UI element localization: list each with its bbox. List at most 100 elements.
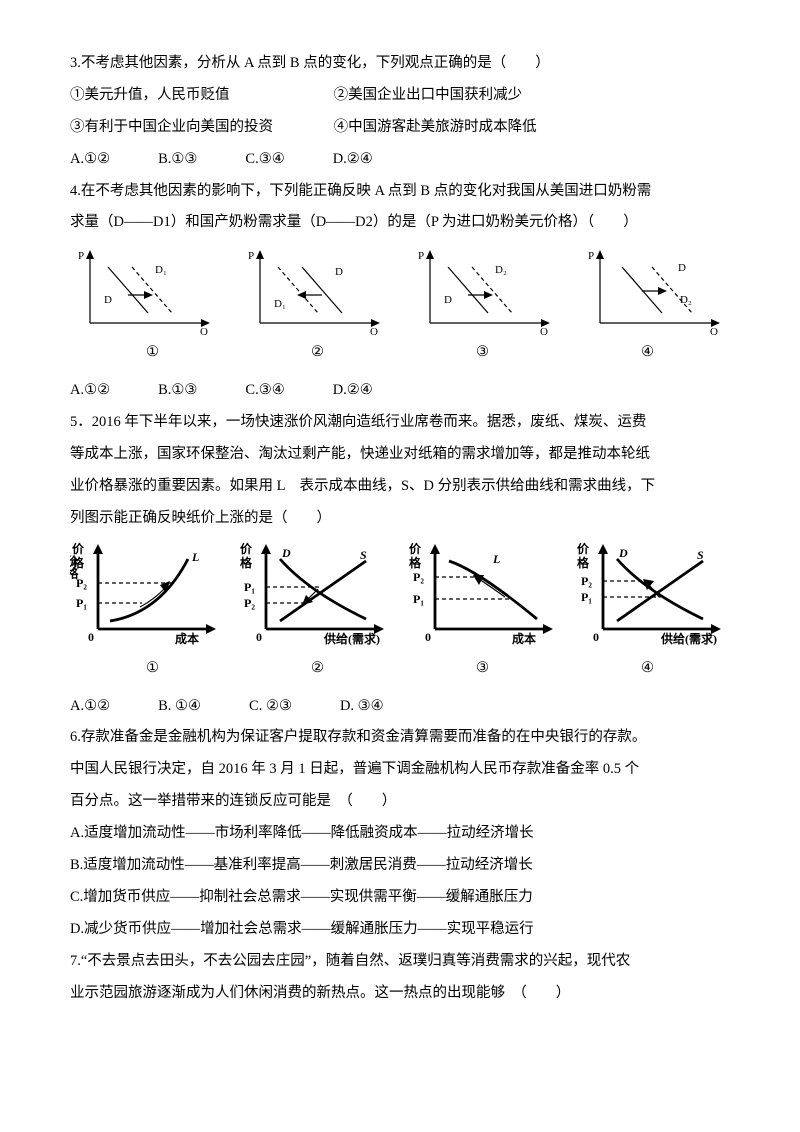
q4-opt-a[interactable]: A.①②: [70, 375, 110, 407]
q4-options: A.①② B.①③ C.③④ D.②④: [70, 375, 730, 407]
svg-text:Q: Q: [370, 326, 378, 335]
svg-text:供给(需求): 供给(需求): [660, 631, 717, 646]
svg-text:价: 价: [409, 542, 422, 556]
svg-text:成本: 成本: [512, 631, 536, 646]
q3-opt-d[interactable]: D.②④: [333, 144, 373, 176]
q3-s3: ③有利于中国企业向美国的投资: [70, 112, 330, 144]
svg-text:价: 价: [577, 542, 590, 556]
q6-opt-a[interactable]: A.适度增加流动性——市场利率降低——降低融资成本——拉动经济增长: [70, 818, 730, 850]
svg-text:0: 0: [256, 630, 262, 644]
q6-opt-b[interactable]: B.适度增加流动性——基准利率提高——刺激居民消费——拉动经济增长: [70, 850, 730, 882]
svg-text:D: D: [335, 266, 343, 278]
svg-text:P₂: P₂: [244, 596, 255, 610]
q4-stem-2: 求量（D——D1）和国产奶粉需求量（D——D2）的是（P 为进口奶粉美元价格）（…: [70, 207, 730, 239]
svg-text:P: P: [418, 250, 424, 262]
q5-opt-a[interactable]: A.①②: [70, 691, 110, 723]
q6-opt-d[interactable]: D.减少货币供应——增加社会总需求——缓解通胀压力——实现平稳运行: [70, 914, 730, 946]
q5-label-2: ②: [235, 653, 400, 685]
q4-chart-labels: ① ② ③ ④: [70, 337, 730, 369]
q5-stem-3: 业价格暴涨的重要因素。如果用 L 表示成本曲线，S、D 分别表示供给曲线和需求曲…: [70, 471, 730, 503]
q5-chart-2: 价 格 0 供给(需求) D S P₁ P₂: [238, 541, 393, 651]
q4-label-2: ②: [235, 337, 400, 369]
q3-opt-b[interactable]: B.①③: [158, 144, 197, 176]
svg-text:L: L: [191, 550, 199, 564]
svg-text:P₁: P₁: [581, 590, 592, 604]
svg-text:0: 0: [88, 630, 94, 644]
q5-opt-b[interactable]: B. ①④: [158, 691, 201, 723]
q6-opt-c[interactable]: C.增加货币供应——抑制社会总需求——实现供需平衡——缓解通胀压力: [70, 882, 730, 914]
q3-opt-a[interactable]: A.①②: [70, 144, 110, 176]
q4-label-3: ③: [400, 337, 565, 369]
q3-s4: ④中国游客赴美旅游时成本降低: [334, 119, 537, 135]
svg-text:0: 0: [425, 630, 431, 644]
q5-label-1: ①: [70, 653, 235, 685]
q3-options: A.①② B.①③ C.③④ D.②④: [70, 144, 730, 176]
svg-text:P₂: P₂: [76, 576, 87, 590]
q5-stem-1: 5．2016 年下半年以来，一场快速涨价风潮向造纸行业席卷而来。据悉，废纸、煤炭…: [70, 407, 730, 439]
svg-text:P₂: P₂: [581, 574, 592, 588]
q5-opt-d[interactable]: D. ③④: [340, 691, 384, 723]
q4-chart-2: P Q D D₁: [240, 245, 390, 335]
svg-text:P₁: P₁: [76, 596, 87, 610]
svg-text:格: 格: [577, 555, 590, 570]
q4-chart-3: P Q D₂ D: [410, 245, 560, 335]
q6-stem-1: 6.存款准备金是金融机构为保证客户提取存款和资金清算需要而准备的在中央银行的存款…: [70, 722, 730, 754]
q4-opt-c[interactable]: C.③④: [245, 375, 284, 407]
q5-opt-c[interactable]: C. ②③: [249, 691, 292, 723]
svg-text:P: P: [248, 250, 254, 262]
q7-stem-1: 7.“不去景点去田头，不去公园去庄园”，随着自然、返璞归真等消费需求的兴起，现代…: [70, 946, 730, 978]
q5-chart-1: 价格 价 格 0 成本 L P₂ P₁: [70, 541, 225, 651]
svg-text:L: L: [492, 552, 500, 566]
q4-label-1: ①: [70, 337, 235, 369]
q4-charts: P Q D₁ D P Q D D₁: [70, 245, 730, 335]
q3-s1: ①美元升值，人民币贬值: [70, 80, 330, 112]
svg-text:D₂: D₂: [680, 294, 692, 306]
svg-text:S: S: [697, 548, 704, 562]
svg-text:P₂: P₂: [413, 570, 424, 584]
q4-opt-d[interactable]: D.②④: [333, 375, 373, 407]
axis-p-label: P: [78, 250, 84, 262]
svg-text:格: 格: [72, 555, 85, 570]
svg-text:0: 0: [593, 630, 599, 644]
chart-d-label: D: [104, 294, 112, 306]
svg-text:格: 格: [409, 555, 422, 570]
chart-d1-label: D₁: [155, 264, 167, 276]
q6-stem-3: 百分点。这一举措带来的连锁反应可能是 （ ）: [70, 786, 730, 818]
svg-text:价: 价: [240, 542, 253, 556]
q5-chart-3: 价 格 0 成本 L P₂ P₁: [407, 541, 562, 651]
svg-text:D: D: [281, 546, 291, 560]
svg-text:S: S: [360, 548, 367, 562]
q3-s2: ②美国企业出口中国获利减少: [334, 87, 523, 103]
q5-options: A.①② B. ①④ C. ②③ D. ③④: [70, 691, 730, 723]
q6-stem-2: 中国人民银行决定，自 2016 年 3 月 1 日起，普遍下调金融机构人民币存款…: [70, 754, 730, 786]
q5-chart-4: 价 格 0 供给(需求) D S P₂ P₁: [575, 541, 730, 651]
svg-text:P: P: [588, 250, 594, 262]
q5-label-3: ③: [400, 653, 565, 685]
q5-label-4: ④: [565, 653, 730, 685]
q4-opt-b[interactable]: B.①③: [158, 375, 197, 407]
svg-text:D: D: [618, 546, 628, 560]
svg-text:D₁: D₁: [274, 298, 286, 310]
q4-stem-1: 4.在不考虑其他因素的影响下，下列能正确反映 A 点到 B 点的变化对我国从美国…: [70, 176, 730, 208]
svg-text:Q: Q: [540, 326, 548, 335]
q4-label-4: ④: [565, 337, 730, 369]
svg-text:D: D: [678, 262, 686, 274]
svg-text:Q: Q: [710, 326, 718, 335]
q5-chart-labels: ① ② ③ ④: [70, 653, 730, 685]
svg-text:格: 格: [240, 555, 253, 570]
q5-stem-4: 列图示能正确反映纸价上涨的是（ ）: [70, 503, 730, 535]
q3-stem: 3.不考虑其他因素，分析从 A 点到 B 点的变化，下列观点正确的是（ ）: [70, 48, 730, 80]
axis-q-label: Q: [200, 326, 208, 335]
svg-text:P₁: P₁: [413, 592, 424, 606]
q4-chart-4: P Q D D₂: [580, 245, 730, 335]
q7-stem-2: 业示范园旅游逐渐成为人们休闲消费的新热点。这一热点的出现能够 （ ）: [70, 978, 730, 1010]
svg-text:价: 价: [72, 542, 85, 556]
q5-charts: 价格 价 格 0 成本 L P₂ P₁ 价 格 0 供给(需求): [70, 541, 730, 651]
svg-text:成本: 成本: [175, 631, 199, 646]
svg-text:D₂: D₂: [495, 264, 507, 276]
svg-text:D: D: [444, 294, 452, 306]
svg-text:P₁: P₁: [244, 580, 255, 594]
q5-stem-2: 等成本上涨，国家环保整治、淘汰过剩产能，快递业对纸箱的需求增加等，都是推动本轮纸: [70, 439, 730, 471]
q3-opt-c[interactable]: C.③④: [245, 144, 284, 176]
q4-chart-1: P Q D₁ D: [70, 245, 220, 335]
